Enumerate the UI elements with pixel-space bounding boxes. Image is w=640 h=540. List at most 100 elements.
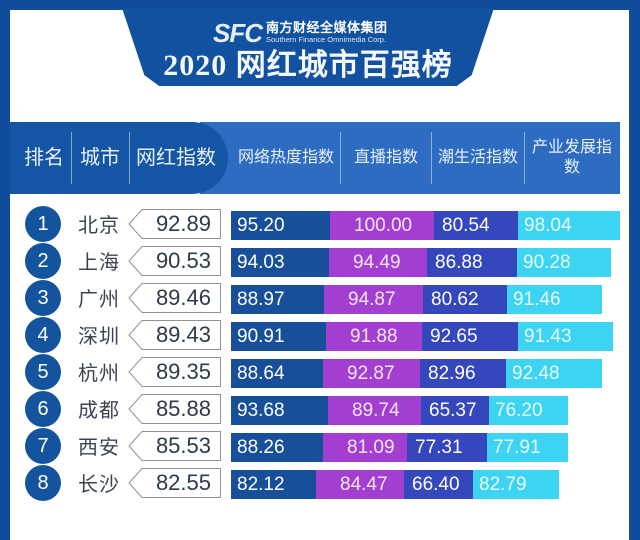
- bar-segment-heat: 88.97: [231, 285, 324, 314]
- bar-segment-heat: 90.91: [231, 322, 326, 351]
- overall-index-tag: 89.46: [128, 283, 221, 313]
- column-header-left: [10, 122, 228, 194]
- rank-number: 5: [37, 360, 49, 383]
- title-banner: [122, 8, 494, 86]
- publisher-logo: SFC 南方财经全媒体集团 Southern Finance Omnimedia…: [213, 18, 388, 48]
- rank-number: 6: [37, 397, 49, 420]
- column-header-bar: [200, 122, 620, 194]
- rank-badge: 5: [25, 354, 61, 390]
- arrow-tag-icon: [128, 468, 221, 498]
- stacked-bar: 94.03 94.49 86.88 90.28: [231, 248, 611, 277]
- bar-segment-live: 94.87: [324, 285, 423, 314]
- bar-segment-trend: 77.31: [407, 433, 487, 462]
- table-row: 3 广州 89.46 88.97 94.87 80.62 91.46: [0, 279, 640, 316]
- table-row: 5 杭州 89.35 88.64 92.87 82.96 92.48: [0, 353, 640, 390]
- bar-segment-trend: 66.40: [404, 470, 473, 499]
- header-divider: [524, 132, 525, 184]
- overall-index-tag: 82.55: [128, 468, 221, 498]
- bar-segment-live: 100.00: [330, 211, 434, 240]
- col-header-city: 城市: [80, 147, 120, 169]
- bar-segment-heat: 93.68: [231, 396, 328, 425]
- col-header-rank: 排名: [24, 147, 64, 169]
- overall-index-value: 89.35: [155, 359, 211, 384]
- city-name: 上海: [78, 252, 120, 274]
- overall-index-tag: 89.35: [128, 357, 221, 387]
- bar-segment-heat: 88.26: [231, 433, 323, 462]
- rank-number: 2: [37, 249, 49, 272]
- bar-segment-industry: 91.43: [518, 322, 613, 351]
- city-name: 杭州: [78, 363, 120, 385]
- city-name: 北京: [78, 215, 120, 237]
- table-row: 7 西安 85.53 88.26 81.09 77.31 77.91: [0, 427, 640, 464]
- overall-index-tag: 92.89: [128, 209, 221, 239]
- overall-index-tag: 89.43: [128, 320, 221, 350]
- stacked-bar: 88.26 81.09 77.31 77.91: [231, 433, 568, 462]
- bar-segment-live: 89.74: [328, 396, 421, 425]
- table-row: 4 深圳 89.43 90.91 91.88 92.65 91.43: [0, 316, 640, 353]
- publisher-name-cn: 南方财经全媒体集团: [266, 20, 388, 35]
- bar-segment-industry: 77.91: [487, 433, 568, 462]
- bar-segment-industry: 82.79: [473, 470, 559, 499]
- overall-index-tag: 85.88: [128, 394, 221, 424]
- overall-index-value: 90.53: [155, 248, 211, 273]
- bar-segment-live: 81.09: [323, 433, 407, 462]
- arrow-tag-icon: [128, 283, 221, 313]
- stacked-bar: 93.68 89.74 65.37 76.20: [231, 396, 568, 425]
- overall-index-value: 89.46: [155, 285, 211, 310]
- col-header-live: 直播指数: [353, 149, 418, 166]
- city-name: 长沙: [78, 474, 120, 496]
- table-row: 1 北京 92.89 95.20 100.00 80.54 98.04: [0, 205, 640, 242]
- arrow-tag-icon: [128, 320, 221, 350]
- city-name: 成都: [78, 400, 120, 422]
- overall-index-value: 85.88: [155, 396, 211, 421]
- rank-number: 8: [37, 471, 49, 494]
- bar-segment-industry: 92.48: [506, 359, 602, 388]
- bar-segment-trend: 80.62: [423, 285, 507, 314]
- bar-segment-trend: 80.54: [434, 211, 518, 240]
- arrow-tag-icon: [128, 394, 221, 424]
- rank-badge: 4: [25, 317, 61, 353]
- rank-number: 7: [37, 434, 49, 457]
- bar-segment-industry: 98.04: [518, 211, 620, 240]
- rank-badge: 1: [25, 206, 61, 242]
- rank-badge: 3: [25, 280, 61, 316]
- rank-badge: 7: [25, 428, 61, 464]
- overall-index-tag: 90.53: [128, 246, 221, 276]
- header-divider: [71, 132, 72, 184]
- rank-badge: 2: [25, 243, 61, 279]
- col-header-trend: 潮生活指数: [437, 149, 518, 166]
- bar-segment-industry: 90.28: [517, 248, 611, 277]
- arrow-tag-icon: [128, 357, 221, 387]
- header-divider: [129, 132, 130, 184]
- publisher-name-en: Southern Finance Omnimedia Corp.: [266, 35, 387, 44]
- stacked-bar: 90.91 91.88 92.65 91.43: [231, 322, 613, 351]
- overall-index-tag: 85.53: [128, 431, 221, 461]
- sfc-logo-mark: SFC: [213, 18, 263, 48]
- stacked-bar: 82.12 84.47 66.40 82.79: [231, 470, 559, 499]
- col-header-index: 网红指数: [136, 147, 216, 169]
- rank-badge: 6: [25, 391, 61, 427]
- page-title: 2020 网红城市百强榜: [163, 49, 453, 82]
- rank-number: 1: [37, 212, 49, 235]
- col-header-heat: 网络热度指数: [237, 149, 334, 166]
- header-divider: [340, 132, 341, 184]
- stacked-bar: 88.64 92.87 82.96 92.48: [231, 359, 602, 388]
- bar-segment-live: 94.49: [329, 248, 427, 277]
- bar-segment-industry: 76.20: [489, 396, 568, 425]
- rank-badge: 8: [25, 465, 61, 501]
- bar-segment-live: 92.87: [323, 359, 420, 388]
- overall-index-value: 92.89: [155, 211, 211, 236]
- bar-segment-heat: 94.03: [231, 248, 329, 277]
- bar-segment-trend: 82.96: [420, 359, 506, 388]
- bar-segment-trend: 92.65: [422, 322, 518, 351]
- arrow-tag-icon: [128, 246, 221, 276]
- stacked-bar: 88.97 94.87 80.62 91.46: [231, 285, 602, 314]
- city-name: 深圳: [78, 326, 120, 348]
- bar-segment-heat: 95.20: [231, 211, 330, 240]
- arrow-tag-icon: [128, 209, 221, 239]
- bar-segment-industry: 91.46: [507, 285, 602, 314]
- rank-number: 3: [37, 286, 49, 309]
- bar-segment-trend: 86.88: [427, 248, 517, 277]
- col-header-industry: 产业发展指数: [532, 139, 613, 176]
- bar-segment-trend: 65.37: [421, 396, 489, 425]
